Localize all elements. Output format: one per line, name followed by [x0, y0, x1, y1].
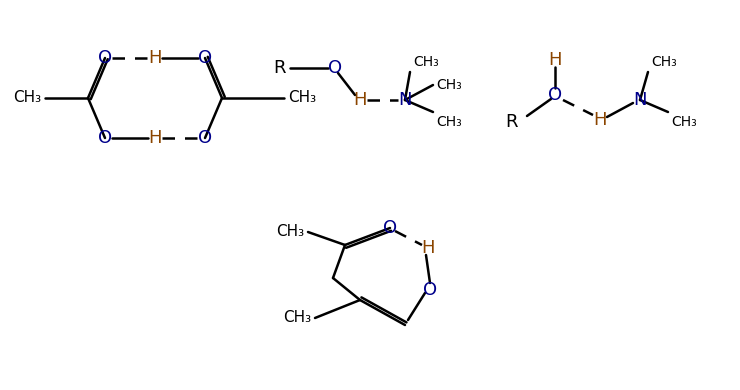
Text: O: O [383, 219, 397, 237]
Text: CH₃: CH₃ [288, 90, 316, 106]
Text: O: O [198, 129, 212, 147]
Text: CH₃: CH₃ [651, 55, 677, 69]
Text: CH₃: CH₃ [436, 115, 462, 129]
Text: CH₃: CH₃ [436, 78, 462, 92]
Text: N: N [398, 91, 411, 109]
Text: H: H [148, 49, 162, 67]
Text: H: H [593, 111, 607, 129]
Text: O: O [98, 129, 112, 147]
Text: CH₃: CH₃ [283, 310, 311, 326]
Text: O: O [98, 49, 112, 67]
Text: O: O [423, 281, 437, 299]
Text: O: O [328, 59, 342, 77]
Text: R: R [505, 113, 518, 131]
Text: H: H [148, 129, 162, 147]
Text: O: O [198, 49, 212, 67]
Text: R: R [274, 59, 286, 77]
Text: CH₃: CH₃ [276, 225, 304, 239]
Text: N: N [633, 91, 647, 109]
Text: O: O [548, 86, 562, 104]
Text: CH₃: CH₃ [13, 90, 41, 106]
Text: H: H [421, 239, 435, 257]
Text: CH₃: CH₃ [413, 55, 439, 69]
Text: H: H [353, 91, 367, 109]
Text: H: H [548, 51, 562, 69]
Text: CH₃: CH₃ [671, 115, 697, 129]
